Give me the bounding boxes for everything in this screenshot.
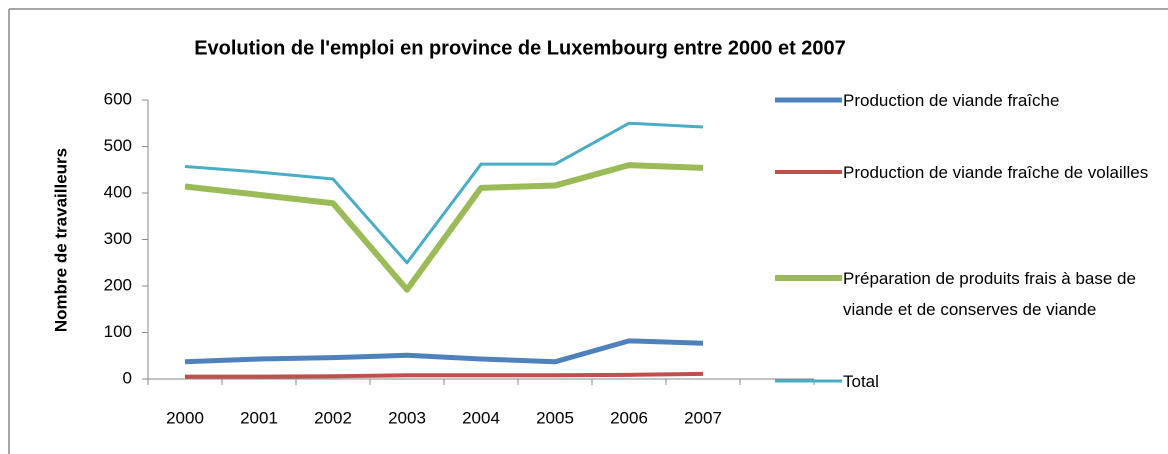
y-tick-label: 400 [104,182,132,201]
x-tick-label: 2000 [166,408,204,427]
series-line [184,162,704,293]
y-tick-label: 100 [104,322,132,341]
x-tick-label: 2004 [462,408,500,427]
legend-label: Préparation de produits frais à base de … [843,269,1136,319]
legend-label: Total [843,372,879,391]
series-line [184,121,704,265]
x-tick-label: 2005 [536,408,574,427]
y-tick-label: 500 [104,136,132,155]
legend-label: Production de viande fraîche [843,91,1060,110]
x-tick-label: 2006 [610,408,648,427]
x-tick-label: 2007 [684,408,722,427]
legend-entry: Production de viande fraîche [843,91,1060,110]
x-tick-label: 2003 [388,408,426,427]
y-tick-label: 600 [104,89,132,108]
legend-entry: Préparation de produits frais à base de … [843,269,1136,319]
series-line [184,338,704,365]
legend-entry: Production de viande fraîche de volaille… [843,163,1149,182]
y-tick-label: 200 [104,275,132,294]
y-tick-label: 300 [104,229,132,248]
x-tick-label: 2002 [314,408,352,427]
y-tick-label: 0 [123,368,132,387]
y-axis-label: Nombre de travailleurs [51,148,70,332]
legend-label: Production de viande fraîche de volaille… [843,163,1149,182]
chart-title: Evolution de l'emploi en province de Lux… [194,37,846,59]
x-tick-label: 2001 [240,408,278,427]
legend-entry: Total [843,372,879,391]
series-line [185,371,704,379]
